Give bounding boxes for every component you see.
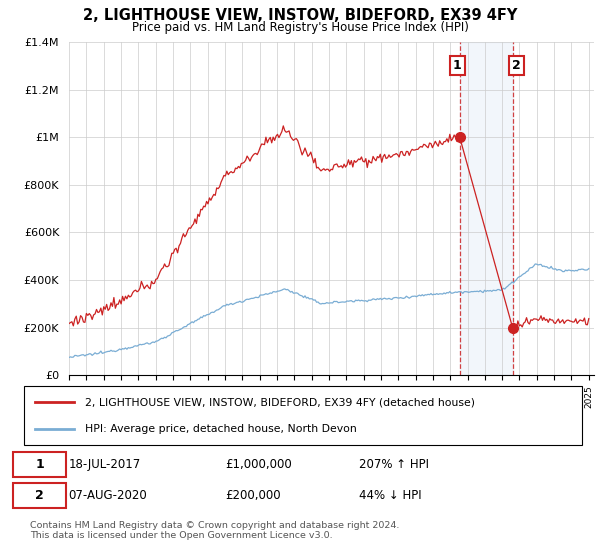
Text: 44% ↓ HPI: 44% ↓ HPI [359, 489, 421, 502]
FancyBboxPatch shape [13, 452, 66, 477]
FancyBboxPatch shape [24, 386, 582, 445]
Text: 207% ↑ HPI: 207% ↑ HPI [359, 458, 429, 471]
Text: Price paid vs. HM Land Registry's House Price Index (HPI): Price paid vs. HM Land Registry's House … [131, 21, 469, 34]
FancyBboxPatch shape [13, 483, 66, 508]
Text: 1: 1 [453, 59, 461, 72]
Text: 2, LIGHTHOUSE VIEW, INSTOW, BIDEFORD, EX39 4FY (detached house): 2, LIGHTHOUSE VIEW, INSTOW, BIDEFORD, EX… [85, 397, 475, 407]
Text: 2, LIGHTHOUSE VIEW, INSTOW, BIDEFORD, EX39 4FY: 2, LIGHTHOUSE VIEW, INSTOW, BIDEFORD, EX… [83, 8, 517, 24]
Text: 07-AUG-2020: 07-AUG-2020 [68, 489, 148, 502]
Text: Contains HM Land Registry data © Crown copyright and database right 2024.
This d: Contains HM Land Registry data © Crown c… [29, 521, 399, 540]
Text: 2: 2 [35, 489, 44, 502]
Text: 1: 1 [35, 458, 44, 471]
Text: HPI: Average price, detached house, North Devon: HPI: Average price, detached house, Nort… [85, 424, 357, 435]
Text: £1,000,000: £1,000,000 [225, 458, 292, 471]
Text: £200,000: £200,000 [225, 489, 281, 502]
Bar [460, 42, 512, 375]
Text: 18-JUL-2017: 18-JUL-2017 [68, 458, 141, 471]
Text: 2: 2 [512, 59, 520, 72]
